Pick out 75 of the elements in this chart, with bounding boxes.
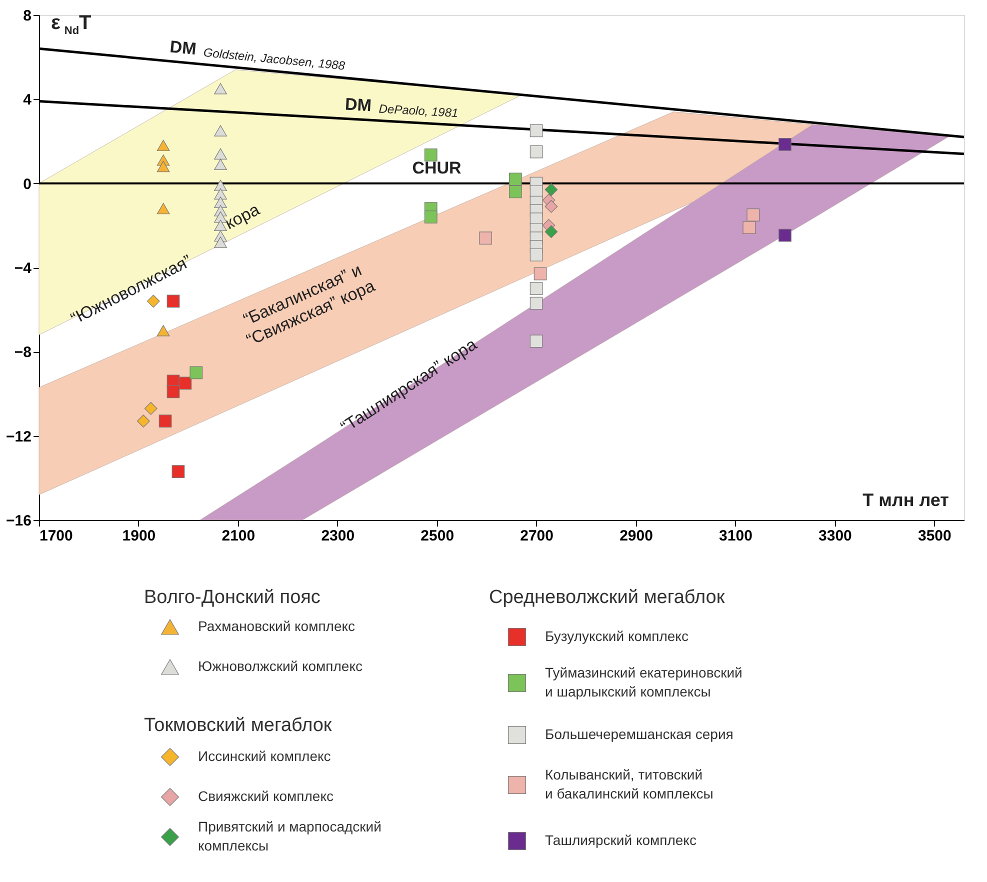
- x-tick-label: 1900: [122, 528, 156, 544]
- x-tick-label: 3100: [719, 528, 752, 544]
- point: [530, 124, 543, 138]
- text: Средневолжский мегаблок: [489, 587, 726, 608]
- y-tick-label: 8: [23, 8, 32, 24]
- point: [778, 228, 792, 242]
- y-tick-label: −12: [6, 428, 32, 446]
- annotation: кора: [222, 200, 264, 234]
- legend-label: Южноволжский комплекс: [198, 658, 362, 674]
- point: [214, 125, 227, 136]
- x-tick-label: 2500: [420, 528, 454, 544]
- text: DM Goldstein, Jacobsen, 1988: [168, 37, 346, 73]
- x-tick-label: 3500: [918, 528, 952, 544]
- legend-label: Рахмановский комплекс: [198, 618, 356, 634]
- x-tick-label: 3300: [818, 528, 852, 544]
- x-tick-label: 2700: [520, 528, 554, 544]
- x-axis-title: T млн лет: [862, 490, 950, 510]
- point: [530, 296, 543, 310]
- point: [742, 221, 756, 234]
- y-tick-label: −8: [14, 344, 32, 362]
- point: [214, 220, 227, 232]
- y-tick-label: −16: [6, 512, 32, 530]
- point: [746, 208, 760, 222]
- x-tick-label: 2300: [321, 528, 355, 544]
- ref-line-label: CHUR: [412, 158, 462, 178]
- y-tick-label: 0: [23, 176, 32, 193]
- point: [214, 83, 227, 94]
- x-tick-label: 1700: [40, 528, 73, 544]
- point: [214, 180, 227, 192]
- legend-label: Иссинский комплекс: [198, 748, 331, 764]
- point: [214, 236, 227, 248]
- legend-label: Привятский и марпосадский комплексы: [198, 818, 382, 854]
- point: [479, 232, 492, 244]
- point: [530, 282, 543, 295]
- text: Волго-Донский пояс: [144, 587, 320, 608]
- legend-label: Большечеремшанская серия: [545, 726, 734, 742]
- point: [544, 183, 558, 196]
- point: [509, 185, 522, 198]
- point: [530, 145, 543, 158]
- point: [214, 148, 227, 160]
- legend-label: Свияжский комплекс: [198, 788, 334, 804]
- point: [156, 325, 170, 336]
- point: [156, 160, 170, 172]
- point: [424, 210, 438, 224]
- point: [530, 334, 543, 348]
- legend-label: Ташлиярский комплекс: [545, 832, 696, 848]
- point: [424, 148, 438, 162]
- point: [530, 248, 543, 262]
- point: [158, 414, 172, 428]
- point: [178, 376, 192, 390]
- point: [534, 267, 547, 280]
- legend-label: Бузулукский комплекс: [545, 628, 688, 644]
- point: [137, 414, 150, 428]
- point: [156, 202, 170, 214]
- legend-label: Колыванский, титовский и бакалинский комплексы: [545, 766, 714, 802]
- series-label: DM DePaolo, 1981: [344, 94, 459, 120]
- point: [544, 200, 558, 213]
- point: [144, 402, 158, 415]
- point: [778, 138, 792, 151]
- text: Токмовский мегаблок: [144, 715, 332, 736]
- x-tick-label: 2100: [222, 528, 256, 544]
- legend-label: Туймазинский екатериновский и шарлыкский комплексы: [545, 664, 742, 700]
- point: [544, 225, 558, 238]
- point: [214, 188, 227, 200]
- point: [190, 366, 203, 380]
- point: [509, 172, 522, 186]
- point: [214, 158, 227, 170]
- point: [172, 465, 185, 478]
- point: [166, 385, 180, 398]
- x-tick-label: 2900: [620, 528, 653, 544]
- y-tick-label: 4: [23, 92, 32, 109]
- y-tick-label: −4: [14, 260, 32, 277]
- point: [156, 140, 170, 152]
- point: [214, 211, 227, 223]
- point: [214, 196, 227, 208]
